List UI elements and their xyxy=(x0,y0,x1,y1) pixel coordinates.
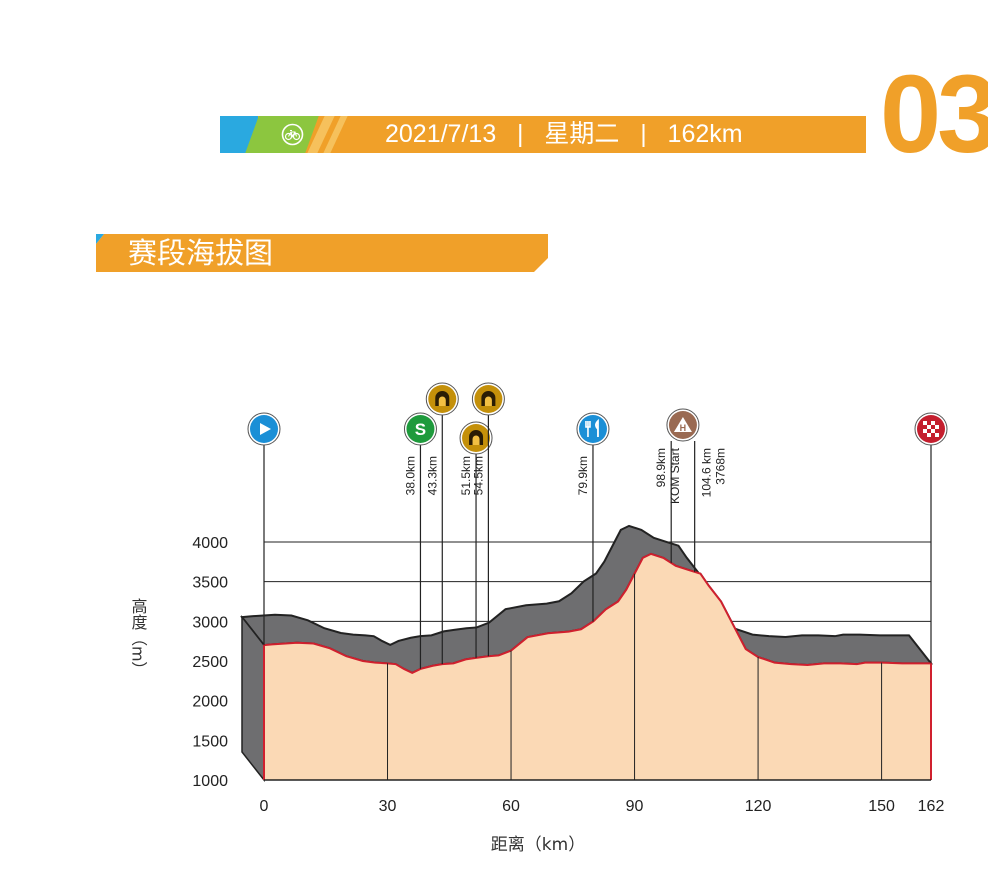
x-tick-label: 120 xyxy=(745,798,772,815)
bicycle-icon xyxy=(281,123,304,146)
tunnel-icon xyxy=(459,421,493,455)
x-axis-label: 距离（km） xyxy=(491,835,585,855)
section-title: 赛段海拔图 xyxy=(128,236,274,270)
fork-knife-icon xyxy=(576,412,610,446)
marker-distance-label: 51.5km xyxy=(459,456,473,495)
marker-distance-label: 38.0km xyxy=(403,456,417,495)
y-tick-label: 1500 xyxy=(192,733,228,750)
checkered-flag-icon xyxy=(914,412,948,446)
kom-mountain-icon: H xyxy=(666,408,700,442)
x-tick-label: 150 xyxy=(868,798,895,815)
sprint-s-icon: S xyxy=(403,412,437,446)
y-tick-label: 3500 xyxy=(192,575,228,592)
stage-banner: 2021/7/13 | 星期二 | 162km xyxy=(220,116,866,153)
marker-note-label: 3768m xyxy=(714,448,728,485)
stage-number: 03 xyxy=(880,53,988,176)
x-tick-label: 162 xyxy=(918,798,945,815)
marker-distance-label: 104.6 km xyxy=(700,448,714,497)
x-tick-label: 30 xyxy=(379,798,397,815)
y-tick-label: 4000 xyxy=(192,535,228,552)
section-title-bar xyxy=(96,234,548,272)
marker-distance-label: 98.9km xyxy=(654,448,668,487)
elevation-profile-line xyxy=(263,552,932,780)
y-tick-label: 1000 xyxy=(192,773,228,790)
marker-distance-label: 54.5km xyxy=(471,456,485,495)
x-tick-label: 0 xyxy=(260,798,269,815)
svg-text:S: S xyxy=(415,420,426,439)
y-tick-label: 2500 xyxy=(192,654,228,671)
tunnel-icon xyxy=(425,382,459,416)
y-tick-label: 2000 xyxy=(192,694,228,711)
profile-side xyxy=(241,614,265,783)
elevation-profile-area xyxy=(264,553,931,780)
y-tick-label: 3000 xyxy=(192,614,228,631)
x-tick-label: 60 xyxy=(502,798,520,815)
stage-info-text: 2021/7/13 | 星期二 | 162km xyxy=(385,120,743,148)
tunnel-icon xyxy=(471,382,505,416)
marker-note-label: KOM Start xyxy=(668,447,682,504)
svg-text:H: H xyxy=(680,423,687,433)
start-icon xyxy=(247,412,281,446)
y-axis-label: 高度（m） xyxy=(129,598,148,678)
x-tick-label: 90 xyxy=(626,798,644,815)
marker-distance-label: 79.9km xyxy=(576,456,590,495)
marker-distance-label: 43.3km xyxy=(425,456,439,495)
